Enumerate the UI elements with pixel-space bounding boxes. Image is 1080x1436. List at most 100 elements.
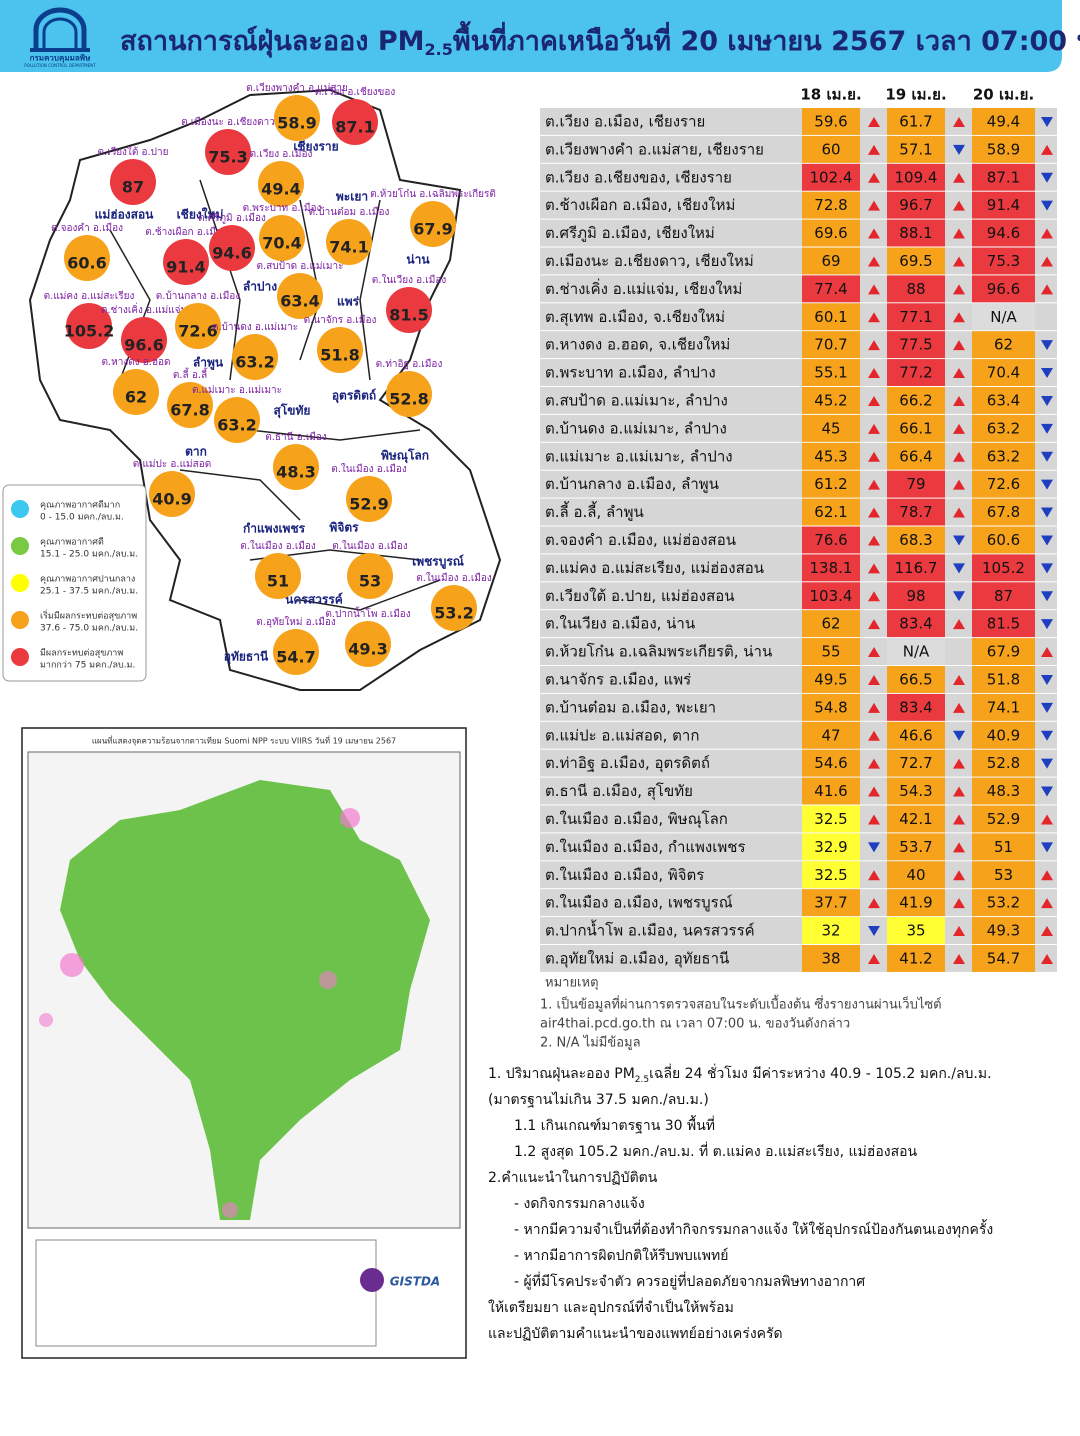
logo-arc bbox=[33, 7, 87, 48]
value: 41.2 bbox=[899, 949, 932, 967]
legend-label: มีผลกระทบต่อสุขภาพ bbox=[40, 648, 123, 659]
value: 45.2 bbox=[814, 391, 847, 409]
station-value: 63.2 bbox=[235, 353, 274, 372]
station-name: ต.ในเมือง อ.เมือง, เพชรบูรณ์ bbox=[545, 894, 733, 912]
value: 78.7 bbox=[899, 503, 932, 521]
value: 66.1 bbox=[899, 419, 932, 437]
value-cell bbox=[972, 833, 1035, 861]
station-value: 49.4 bbox=[261, 180, 300, 199]
value: 98 bbox=[906, 587, 925, 605]
trend-arrow bbox=[868, 116, 880, 127]
province-label: ลำพูน bbox=[193, 356, 224, 371]
station-value: 91.4 bbox=[166, 258, 205, 277]
station-name: ต.พระบาท อ.เมือง, ลำปาง bbox=[545, 364, 716, 382]
value: 68.3 bbox=[899, 531, 932, 549]
station-value: 63.2 bbox=[217, 416, 256, 435]
station-label: ต.ลี้ อ.ลี้ bbox=[173, 367, 208, 381]
province-label: น่าน bbox=[406, 253, 430, 267]
value: 94.6 bbox=[987, 224, 1020, 242]
station-bubble bbox=[346, 476, 392, 522]
value-cell bbox=[887, 359, 945, 386]
logo-base bbox=[30, 48, 90, 52]
station-name: ต.แม่ปะ อ.แม่สอด, ตาก bbox=[545, 726, 699, 744]
value-cell bbox=[972, 582, 1035, 610]
station-value: 53.2 bbox=[434, 604, 473, 623]
value-cell bbox=[887, 331, 945, 359]
station-bubble bbox=[274, 95, 320, 141]
value: N/A bbox=[990, 308, 1017, 326]
station-value: 67.9 bbox=[413, 220, 452, 239]
summary-part: 1. ปริมาณฝุ่นละออง PM bbox=[488, 1066, 635, 1082]
station-bubble bbox=[66, 303, 112, 349]
station-bubble bbox=[273, 629, 319, 675]
value-cell bbox=[887, 805, 945, 833]
summary-line: 1.2 สูงสุด 105.2 มคก./ลบ.ม. ที่ ต.แม่คง … bbox=[514, 1142, 918, 1160]
value-cell bbox=[802, 917, 860, 944]
station-label: ต.ศรีภูมิ อ.เมือง bbox=[198, 212, 266, 224]
row-bg bbox=[540, 749, 1057, 777]
trend-arrow bbox=[953, 674, 965, 685]
hotspot bbox=[340, 808, 360, 828]
trend-arrow bbox=[868, 535, 880, 546]
station-label: ต.หางดง อ.ฮอด bbox=[101, 357, 170, 368]
value-cell bbox=[802, 889, 860, 917]
station-label: ต.นาจักร อ.เมือง bbox=[304, 314, 377, 326]
hotspot bbox=[319, 971, 337, 989]
value-cell bbox=[802, 945, 860, 972]
value: 96.7 bbox=[899, 196, 932, 214]
trend-arrow bbox=[1041, 730, 1053, 741]
value: 69.5 bbox=[899, 252, 932, 270]
trend-arrow bbox=[1041, 451, 1053, 462]
value-cell bbox=[887, 610, 945, 638]
station-label: ต.เมืองนะ อ.เชียงดาว bbox=[181, 116, 275, 128]
trend-arrow bbox=[1041, 423, 1053, 434]
value-cell bbox=[972, 526, 1035, 554]
value-cell bbox=[887, 498, 945, 526]
row-bg bbox=[540, 610, 1057, 638]
hotspot bbox=[222, 1202, 238, 1218]
summary-line: - งดกิจกรรมกลางแจ้ง bbox=[514, 1196, 645, 1212]
value: 51.8 bbox=[987, 670, 1020, 688]
station-bubble bbox=[259, 215, 305, 261]
trend-arrow bbox=[953, 284, 965, 295]
trend-arrow bbox=[868, 423, 880, 434]
value-cell bbox=[802, 247, 860, 275]
value: 61.7 bbox=[899, 112, 932, 130]
station-label: ต.ช่างเคิ่ง อ.แม่แจ่ม bbox=[101, 302, 187, 316]
station-value: 96.6 bbox=[124, 336, 163, 355]
row-bg bbox=[540, 414, 1057, 442]
row-bg bbox=[540, 331, 1057, 359]
legend-swatch bbox=[11, 500, 29, 518]
legend-swatch bbox=[11, 574, 29, 592]
value-cell bbox=[972, 442, 1035, 470]
row-bg bbox=[540, 219, 1057, 247]
value-cell bbox=[887, 666, 945, 693]
station-bubble bbox=[205, 129, 251, 175]
value-cell bbox=[802, 861, 860, 889]
trend-arrow bbox=[953, 730, 965, 741]
value: 54.7 bbox=[987, 949, 1020, 967]
station-name: ต.ช้างเผือก อ.เมือง, เชียงใหม่ bbox=[545, 196, 735, 214]
satellite-brand: GISTDA bbox=[390, 1275, 440, 1289]
value-cell bbox=[802, 582, 860, 610]
summary-subscript: 2.5 bbox=[635, 1075, 649, 1085]
value-cell bbox=[802, 108, 860, 135]
station-label: ต.บ้านกลาง อ.เมือง bbox=[156, 290, 241, 302]
value-cell bbox=[972, 805, 1035, 833]
value-cell bbox=[802, 693, 860, 721]
trend-arrow bbox=[1041, 116, 1053, 127]
logo-subtext: POLLUTION CONTROL DEPARTMENT bbox=[24, 63, 96, 68]
station-name: ต.แม่คง อ.แม่สะเรียง, แม่ฮ่องสอน bbox=[545, 559, 764, 577]
value: 67.9 bbox=[987, 643, 1020, 661]
title-subscript: 2.5 bbox=[425, 40, 453, 59]
value-cell bbox=[802, 387, 860, 414]
value-cell bbox=[802, 638, 860, 665]
value: 32.5 bbox=[814, 866, 847, 884]
summary-line: - หากมีอาการผิดปกติให้รีบพบแพทย์ bbox=[514, 1247, 728, 1264]
value: 63.2 bbox=[987, 419, 1020, 437]
province-label: กำแพงเพชร bbox=[243, 522, 306, 536]
station-value: 62 bbox=[125, 388, 147, 407]
trend-arrow bbox=[868, 674, 880, 685]
trend-arrow bbox=[868, 647, 880, 658]
station-bubble bbox=[149, 471, 195, 517]
